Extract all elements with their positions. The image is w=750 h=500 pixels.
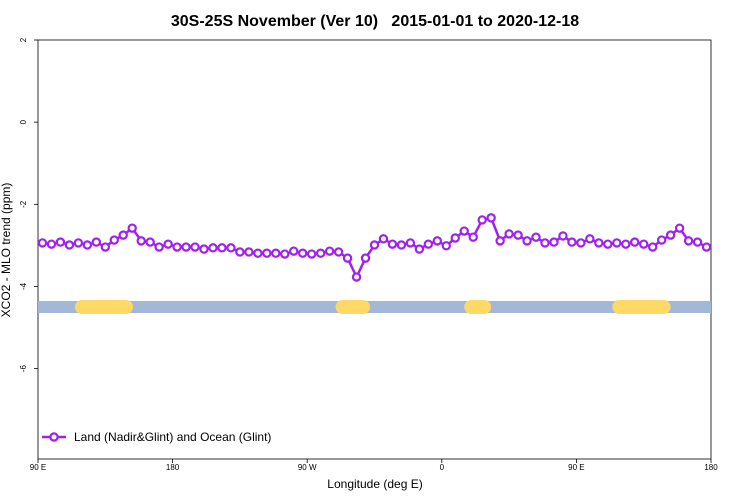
data-point [531, 232, 541, 242]
data-point [208, 243, 218, 253]
data-point [351, 272, 362, 282]
land-band [612, 300, 671, 315]
data-point [576, 238, 586, 248]
data-point [701, 242, 712, 252]
data-point [280, 249, 290, 259]
data-point [235, 247, 245, 257]
plot-frame [37, 39, 712, 460]
data-point [46, 239, 57, 249]
data-point [154, 242, 164, 252]
data-point [37, 238, 48, 248]
data-point [226, 243, 236, 253]
data-point [127, 223, 137, 233]
x-tick-label: 180 [166, 463, 180, 472]
data-point [315, 248, 326, 258]
data-point [504, 229, 514, 239]
data-point [549, 237, 559, 247]
data-point [100, 242, 111, 252]
ocean-band [38, 301, 711, 314]
data-point [387, 239, 398, 249]
land-band [464, 300, 492, 315]
data-point [378, 234, 389, 244]
data-point [306, 249, 317, 259]
data-point [396, 240, 407, 250]
data-point [432, 236, 443, 246]
data-point [271, 248, 281, 258]
x-tick-label: 90 W [298, 463, 317, 472]
data-point [423, 239, 434, 249]
data-point [450, 233, 460, 243]
data-point [244, 247, 254, 257]
land-band [74, 300, 133, 315]
data-point [64, 240, 75, 250]
data-point [190, 242, 200, 252]
y-tick-label: 0 [19, 119, 28, 124]
x-tick-label: 90 E [568, 463, 584, 472]
data-point [414, 244, 425, 254]
y-axis-label: XCO2 - MLO trend (ppm) [0, 183, 13, 318]
data-point [109, 235, 119, 245]
data-point [647, 242, 658, 252]
data-point [558, 231, 568, 241]
data-point [612, 238, 622, 248]
data-point [513, 230, 523, 240]
x-tick-label: 180 [704, 463, 718, 472]
data-point [136, 236, 146, 246]
data-point [369, 240, 380, 250]
data-point [333, 247, 344, 257]
data-point [360, 253, 371, 263]
data-point [683, 236, 694, 246]
data-point [692, 237, 703, 247]
chart-title: 30S-25S November (Ver 10) 2015-01-01 to … [171, 13, 579, 30]
y-tick-label: 2 [19, 37, 28, 42]
data-point [522, 236, 532, 246]
data-point [145, 237, 155, 247]
data-point [495, 236, 505, 246]
data-point [324, 246, 335, 256]
data-point [253, 248, 263, 258]
data-point [540, 238, 550, 248]
land-band [335, 300, 371, 315]
data-point [441, 241, 451, 251]
data-point [289, 246, 299, 256]
legend-marker [49, 432, 59, 442]
data-point [342, 253, 353, 263]
data-point [55, 237, 66, 247]
data-point [567, 237, 577, 247]
data-point [405, 238, 416, 248]
data-point [468, 232, 478, 242]
data-point [172, 242, 182, 252]
data-point [91, 237, 102, 247]
data-point [674, 223, 685, 233]
data-point [82, 240, 93, 250]
data-point [181, 242, 191, 252]
data-point [217, 243, 227, 253]
data-point [163, 239, 173, 249]
data-point [665, 230, 676, 240]
data-point [639, 239, 649, 249]
data-point [477, 215, 487, 225]
data-point [298, 248, 308, 258]
data-point [73, 238, 84, 248]
data-point [486, 213, 496, 223]
legend-label: Land (Nadir&Glint) and Ocean (Glint) [74, 430, 271, 444]
data-point [594, 238, 604, 248]
data-point [118, 230, 128, 240]
data-point [262, 248, 272, 258]
data-point [656, 235, 667, 245]
data-point [585, 234, 595, 244]
x-axis-label: Longitude (deg E) [327, 477, 422, 491]
data-point [603, 239, 613, 249]
data-point [621, 239, 631, 249]
data-point [630, 237, 640, 247]
y-tick-label: -2 [19, 200, 28, 208]
data-point [459, 226, 469, 236]
x-tick-label: 90 E [30, 463, 46, 472]
y-tick-label: -6 [19, 365, 28, 373]
y-tick-label: -4 [19, 282, 28, 290]
x-tick-label: 0 [440, 463, 445, 472]
data-point [199, 244, 209, 254]
